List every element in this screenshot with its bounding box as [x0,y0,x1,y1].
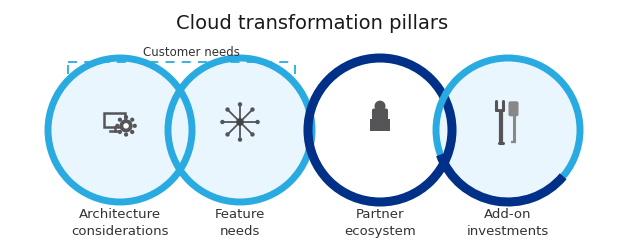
Text: Feature
needs: Feature needs [215,208,265,238]
Circle shape [436,58,580,202]
Circle shape [133,124,137,128]
Circle shape [168,58,312,202]
Circle shape [124,132,128,137]
Circle shape [255,120,260,124]
Circle shape [118,130,122,134]
Text: Partner
ecosystem: Partner ecosystem [344,208,416,238]
Circle shape [115,124,119,128]
Circle shape [220,120,225,124]
Circle shape [130,130,134,134]
Circle shape [119,119,133,132]
Text: Add-on
investments: Add-on investments [467,208,549,238]
Circle shape [225,107,230,112]
Circle shape [48,58,192,202]
Circle shape [124,123,129,129]
Text: Customer needs: Customer needs [143,46,240,59]
Circle shape [118,118,122,122]
Circle shape [238,137,242,142]
Circle shape [130,118,134,122]
Circle shape [225,132,230,137]
Circle shape [308,58,452,202]
Circle shape [238,102,242,107]
FancyBboxPatch shape [369,119,391,132]
Circle shape [250,132,255,137]
Circle shape [250,107,255,112]
Circle shape [374,101,386,112]
Circle shape [236,118,244,126]
FancyBboxPatch shape [372,109,388,120]
Circle shape [124,115,128,119]
Text: Cloud transformation pillars: Cloud transformation pillars [176,14,448,33]
FancyBboxPatch shape [509,101,519,116]
Text: Architecture
considerations: Architecture considerations [71,208,168,238]
